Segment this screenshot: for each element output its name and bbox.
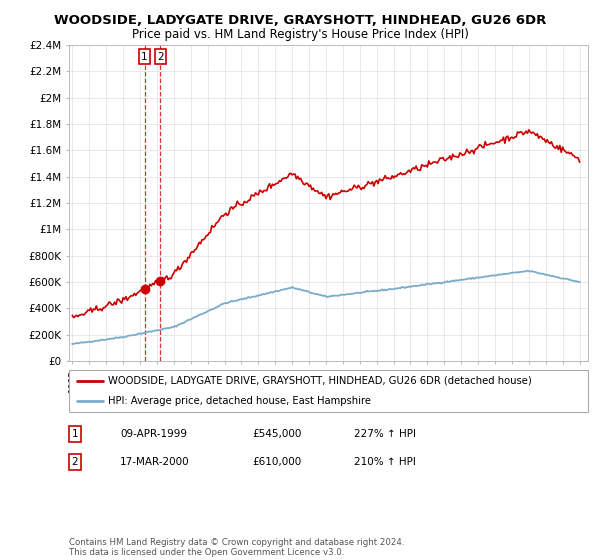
Text: 227% ↑ HPI: 227% ↑ HPI [354,429,416,439]
Text: 09-APR-1999: 09-APR-1999 [120,429,187,439]
Text: 1: 1 [141,52,148,62]
Text: 1: 1 [71,429,79,439]
Text: 2: 2 [157,52,164,62]
Text: 2: 2 [71,457,79,467]
Text: WOODSIDE, LADYGATE DRIVE, GRAYSHOTT, HINDHEAD, GU26 6DR: WOODSIDE, LADYGATE DRIVE, GRAYSHOTT, HIN… [54,14,546,27]
Text: £545,000: £545,000 [252,429,301,439]
Text: 17-MAR-2000: 17-MAR-2000 [120,457,190,467]
Text: Contains HM Land Registry data © Crown copyright and database right 2024.
This d: Contains HM Land Registry data © Crown c… [69,538,404,557]
Text: HPI: Average price, detached house, East Hampshire: HPI: Average price, detached house, East… [108,396,371,406]
Text: £610,000: £610,000 [252,457,301,467]
Text: 210% ↑ HPI: 210% ↑ HPI [354,457,416,467]
Text: Price paid vs. HM Land Registry's House Price Index (HPI): Price paid vs. HM Land Registry's House … [131,28,469,41]
Text: WOODSIDE, LADYGATE DRIVE, GRAYSHOTT, HINDHEAD, GU26 6DR (detached house): WOODSIDE, LADYGATE DRIVE, GRAYSHOTT, HIN… [108,376,532,386]
